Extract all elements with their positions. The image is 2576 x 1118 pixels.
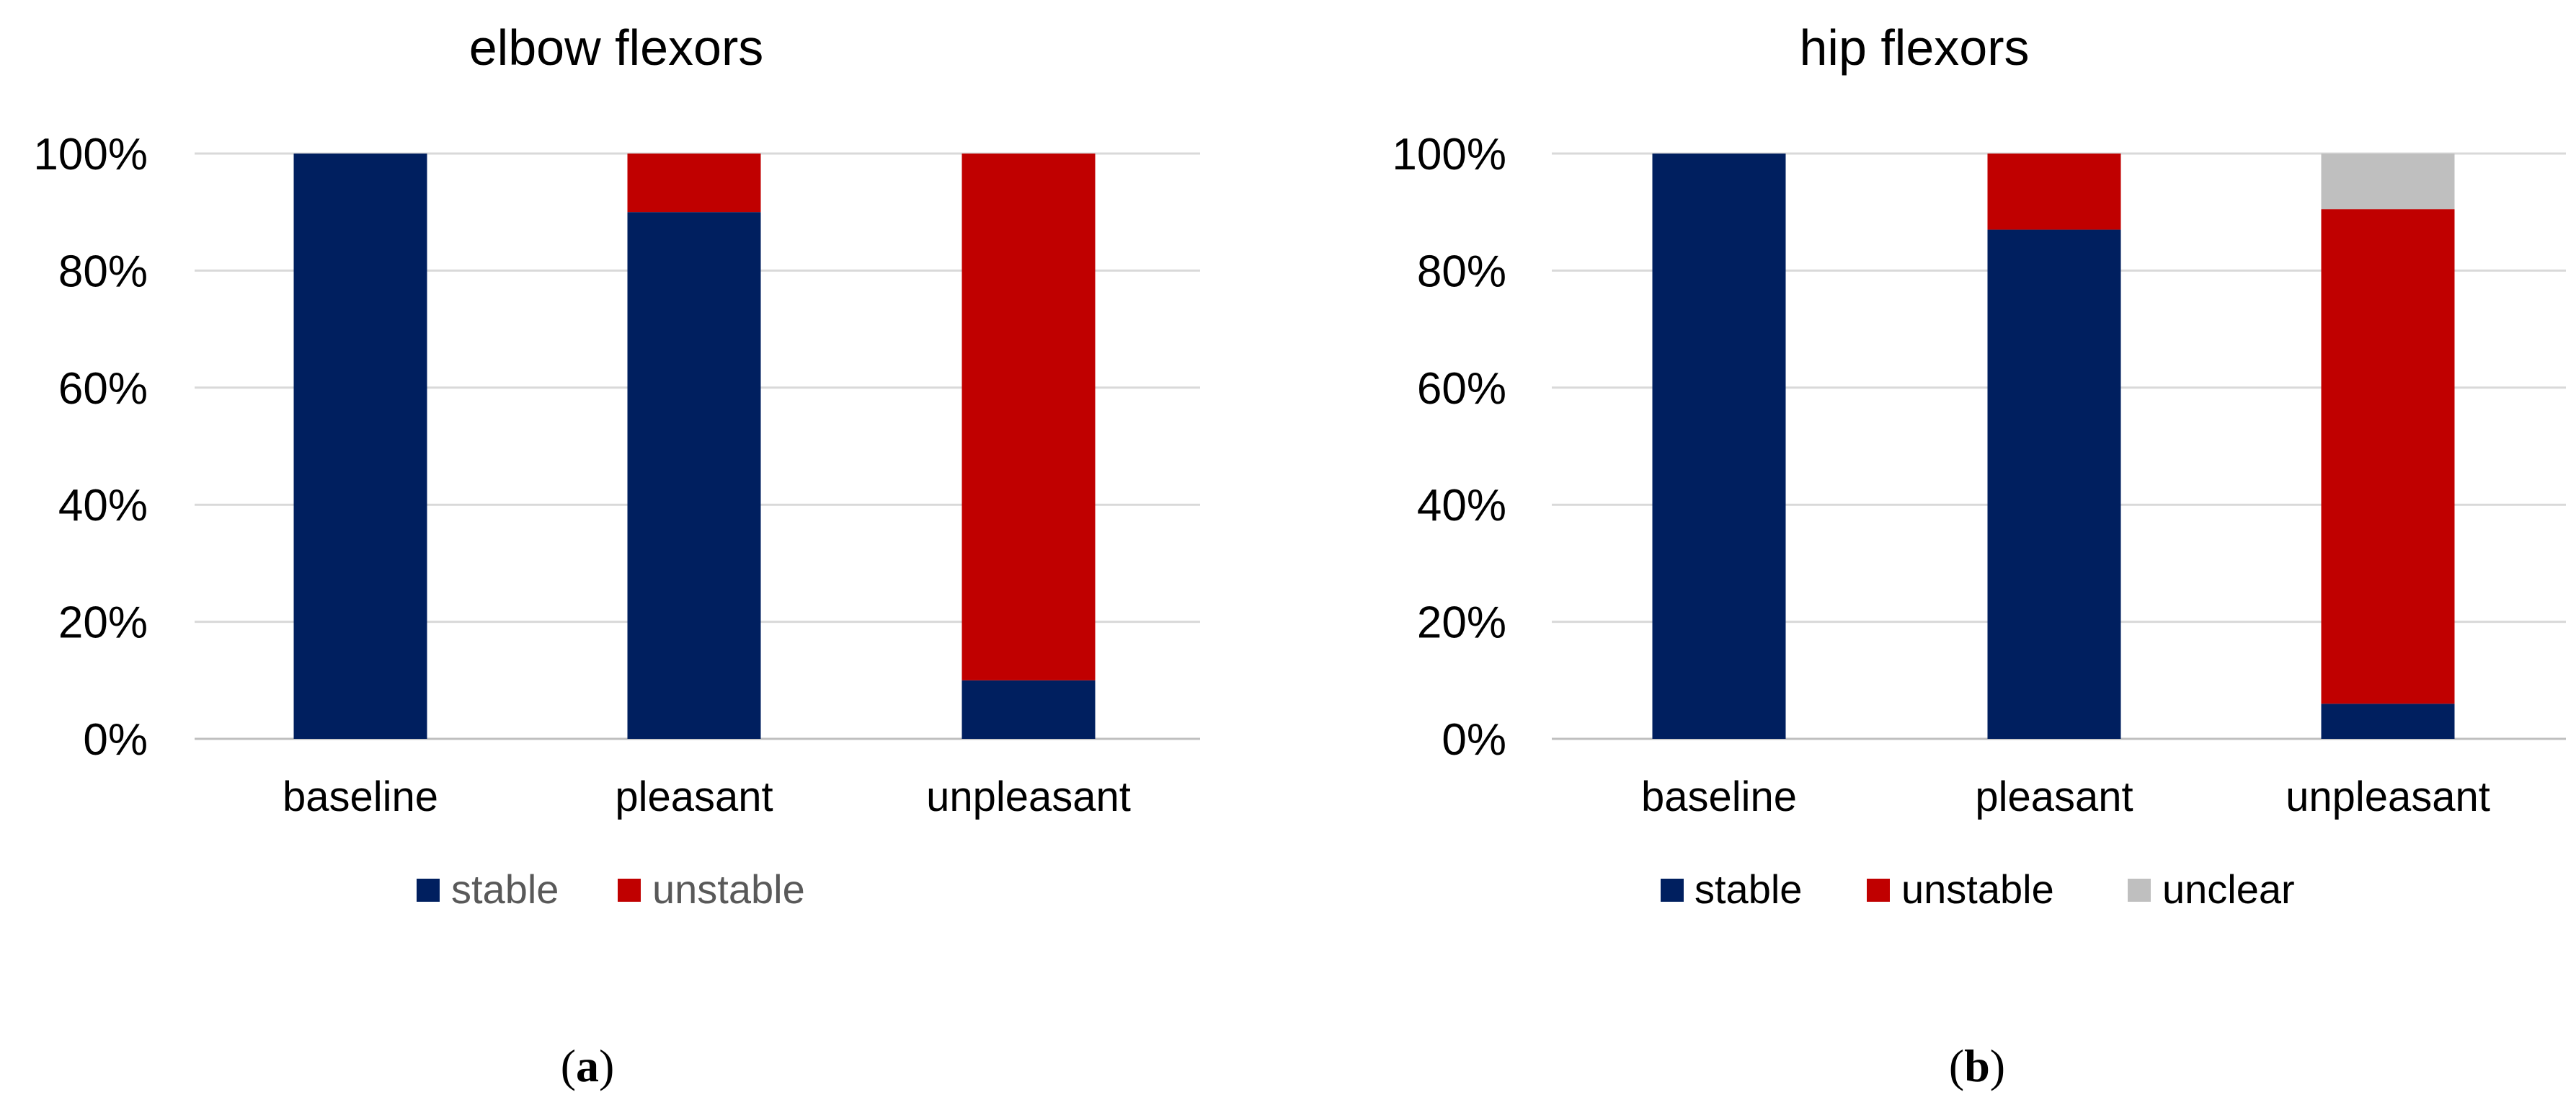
panel-label-open-paren: ( <box>1949 1040 1964 1091</box>
y-tick-label: 100% <box>1392 130 1506 179</box>
y-tick-label: 20% <box>1417 598 1506 648</box>
panel-label-open-paren: ( <box>561 1040 576 1091</box>
panel-label-close-paren: ) <box>599 1040 614 1091</box>
bar-unstable-pleasant <box>627 154 761 213</box>
panel-label: (a) <box>561 1040 615 1091</box>
legend-label-stable: stable <box>1695 866 1802 912</box>
legend-swatch-unstable <box>1867 879 1890 902</box>
chart-panel-b: hip flexors 0% 20% 40% 60% 80% 100% baseline ple… <box>1392 19 2566 1091</box>
panel-label-letter: a <box>576 1040 599 1091</box>
y-tick-label: 40% <box>1417 481 1506 531</box>
legend-label-unclear: unclear <box>2162 866 2295 912</box>
panel-label: (b) <box>1949 1040 2005 1091</box>
y-tick-label: 0% <box>1442 715 1506 765</box>
chart-title: elbow flexors <box>469 19 764 76</box>
y-tick-label: 20% <box>58 598 148 648</box>
legend-label-stable: stable <box>451 866 559 912</box>
bar-unstable-unpleasant <box>2321 209 2455 704</box>
x-category-label: baseline <box>283 773 438 820</box>
legend-label-unstable: unstable <box>1901 866 2054 912</box>
x-category-label: unpleasant <box>2286 773 2490 820</box>
bar-stable-baseline <box>1652 154 1786 739</box>
legend-swatch-stable <box>417 879 440 902</box>
bar-unclear-unpleasant <box>2321 154 2455 210</box>
panel-label-close-paren: ) <box>1990 1040 2005 1091</box>
x-category-label: pleasant <box>1975 773 2133 820</box>
y-tick-label: 100% <box>33 130 148 179</box>
x-category-label: unpleasant <box>926 773 1131 820</box>
legend-swatch-stable <box>1661 879 1684 902</box>
y-tick-label: 40% <box>58 481 148 531</box>
bar-stable-pleasant <box>1987 229 2121 739</box>
y-tick-label: 60% <box>1417 364 1506 414</box>
y-tick-label: 80% <box>58 247 148 296</box>
y-tick-label: 60% <box>58 364 148 414</box>
bar-unstable-unpleasant <box>961 154 1096 680</box>
legend-swatch-unclear <box>2128 879 2151 902</box>
bar-stable-unpleasant <box>961 680 1096 739</box>
legend-label-unstable: unstable <box>652 866 805 912</box>
bar-unstable-pleasant <box>1987 154 2121 230</box>
chart-panel-a: elbow flexors 0% 20% 40% 60% 80% 100% baseline p… <box>33 19 1200 1091</box>
y-tick-label: 80% <box>1417 247 1506 296</box>
bar-stable-baseline <box>293 154 427 739</box>
bar-stable-pleasant <box>627 212 761 739</box>
chart-title: hip flexors <box>1799 19 2029 76</box>
x-category-label: baseline <box>1641 773 1797 820</box>
panel-label-letter: b <box>1964 1040 1990 1091</box>
bar-stable-unpleasant <box>2321 704 2455 739</box>
legend-swatch-unstable <box>618 879 641 902</box>
x-category-label: pleasant <box>615 773 773 820</box>
y-tick-label: 0% <box>83 715 148 765</box>
